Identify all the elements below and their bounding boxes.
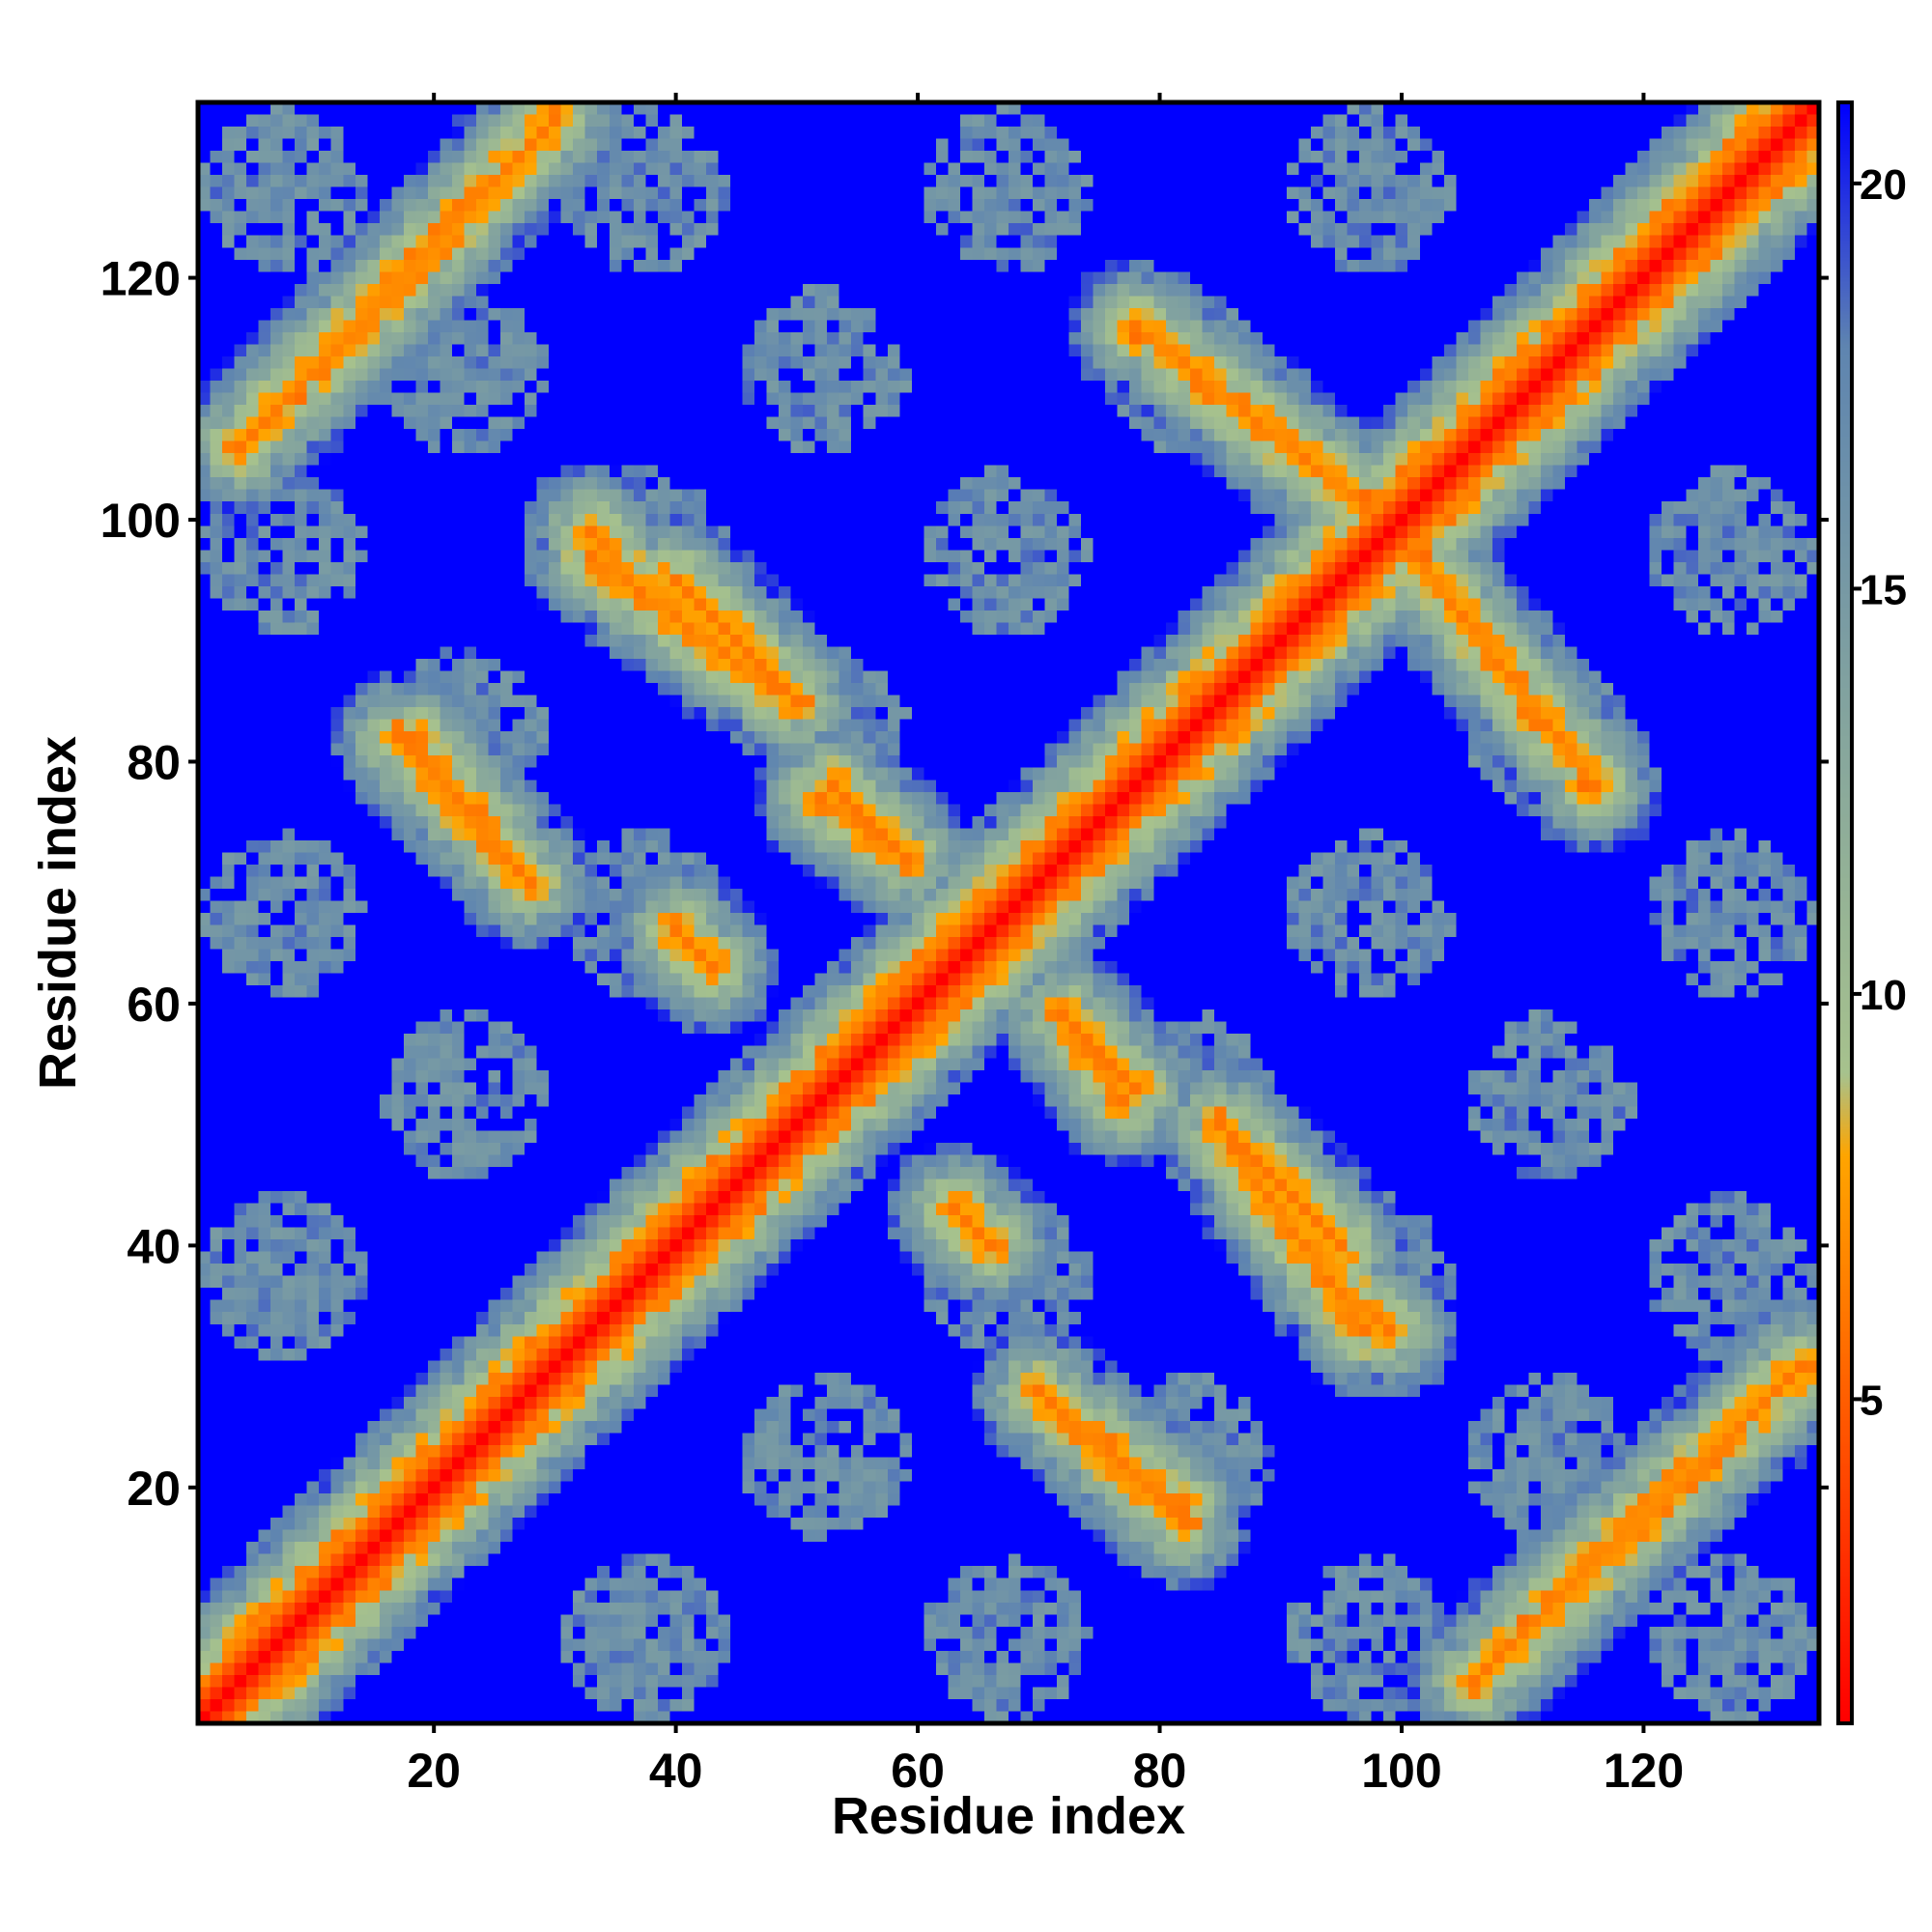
x-tick-label: 80 xyxy=(1133,1744,1187,1798)
x-axis-title: Residue index xyxy=(832,1787,1185,1845)
colorbar-tick-label: 10 xyxy=(1860,972,1907,1019)
colorbar-gradient xyxy=(1838,102,1852,1723)
x-tick-label: 120 xyxy=(1604,1744,1684,1798)
y-tick-label: 80 xyxy=(127,735,181,789)
x-tick-label: 60 xyxy=(891,1744,945,1798)
x-tick-label: 100 xyxy=(1361,1744,1441,1798)
x-axis-ticks: 20 40 60 80 100 120 xyxy=(407,93,1684,1798)
y-tick-label: 100 xyxy=(100,494,181,548)
colorbar-ticks: 5 10 15 20 xyxy=(1852,161,1907,1424)
colorbar-tick-label: 20 xyxy=(1860,161,1907,209)
heatmap-plot-area xyxy=(198,102,1819,1723)
y-tick-label: 120 xyxy=(100,252,181,306)
colorbar-frame xyxy=(1836,100,1854,1725)
y-axis-title: Residue index xyxy=(29,736,87,1090)
x-tick-label: 20 xyxy=(407,1744,461,1798)
y-axis-ticks: 20 40 60 80 100 120 xyxy=(100,252,1829,1516)
x-tick-label: 40 xyxy=(649,1744,703,1798)
y-tick-label: 60 xyxy=(127,978,181,1032)
colorbar-tick-label: 5 xyxy=(1860,1377,1883,1424)
colorbar-tick-label: 15 xyxy=(1860,566,1907,613)
plot-frame xyxy=(195,99,1822,1726)
y-tick-label: 40 xyxy=(127,1219,181,1273)
y-tick-label: 20 xyxy=(127,1462,181,1516)
